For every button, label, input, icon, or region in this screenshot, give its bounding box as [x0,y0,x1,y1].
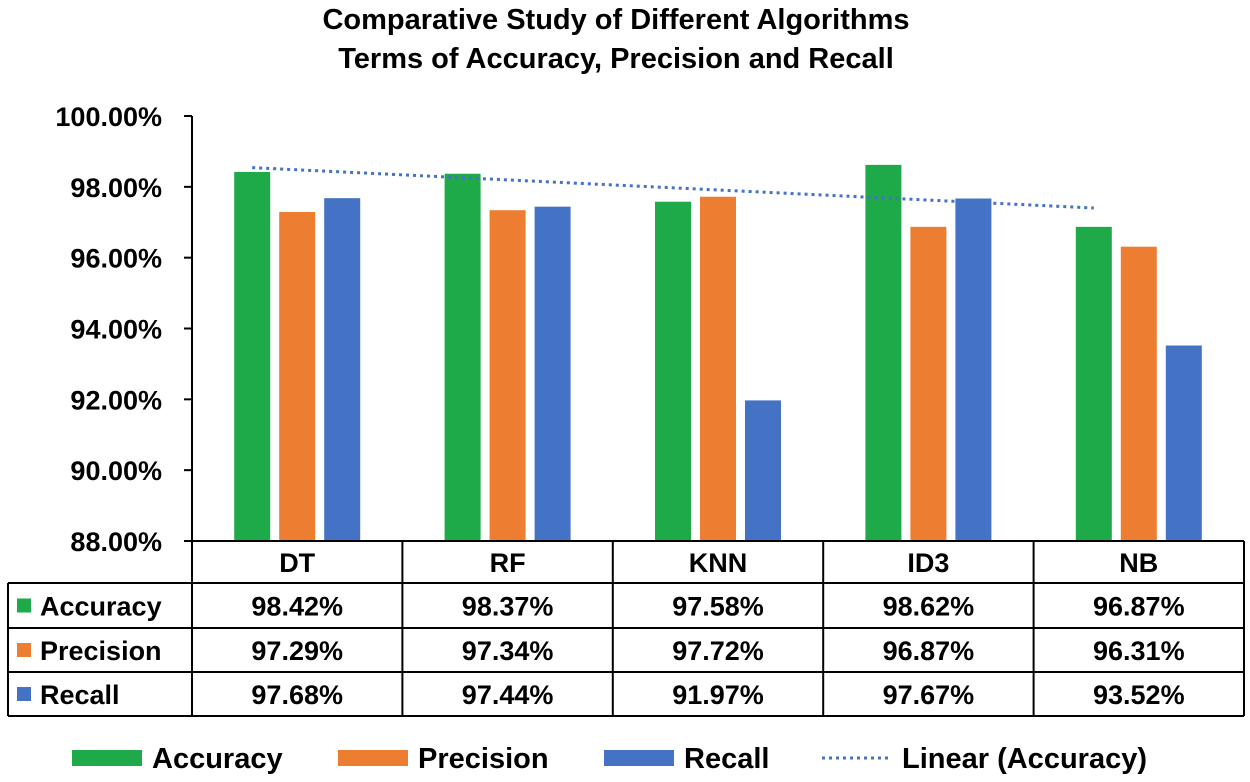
bar-accuracy-knn [655,201,691,542]
bar-precision-id3 [910,226,947,541]
y-tick-label: 94.00% [70,315,162,345]
chart-title-group: Comparative Study of Different Algorithm… [322,4,909,75]
data-label-recall-id3: 97.67% [883,680,975,710]
data-label-recall-rf: 97.44% [462,680,554,710]
bar-recall-knn [745,400,781,541]
table-key-recall [17,687,31,701]
table-row-label-recall: Recall [40,680,120,710]
data-label-precision-knn: 97.72% [672,636,764,666]
trendline-group [252,166,1094,210]
bar-accuracy-id3 [865,164,902,541]
table-row-label-precision: Precision [40,636,162,666]
data-label-accuracy-id3: 98.62% [883,592,975,622]
y-tick-label: 98.00% [70,173,162,203]
table-key-accuracy [17,598,31,613]
chart-title: Comparative Study of Different Algorithm… [322,4,909,36]
y-tick-label: 100.00% [55,102,162,132]
bar-precision-dt [279,211,316,541]
y-axis: 88.00% 90.00% 92.00% 94.00% 96.00% 98.00% 100.… [55,102,193,557]
data-label-precision-id3: 96.87% [883,636,975,666]
table-header-id3: ID3 [907,548,949,578]
y-tick-label: 88.00% [70,527,162,557]
table-row-label-accuracy: Accuracy [40,592,162,622]
data-label-precision-dt: 97.29% [251,636,343,666]
data-label-precision-rf: 97.34% [462,636,554,666]
data-label-recall-nb: 93.52% [1093,680,1185,710]
legend-swatch-accuracy [72,750,142,766]
legend-label-linear-accuracy: Linear (Accuracy) [902,743,1147,775]
chart-subtitle: Terms of Accuracy, Precision and Recall [338,43,894,75]
data-label-recall-knn: 91.97% [672,680,764,710]
data-label-precision-nb: 96.31% [1093,636,1185,666]
bar-recall-id3 [955,198,992,542]
table-header-nb: NB [1119,548,1158,578]
data-label-accuracy-dt: 98.42% [251,592,343,622]
data-label-recall-dt: 97.68% [251,680,343,710]
bar-precision-rf [489,210,526,542]
bar-recall-nb [1165,345,1202,541]
data-label-accuracy-knn: 97.58% [672,592,764,622]
bar-recall-dt [324,198,361,541]
legend-label-accuracy: Accuracy [152,743,283,775]
table-header-rf: RF [490,548,526,578]
legend-swatch-precision [338,750,408,766]
legend-label-recall: Recall [684,743,769,775]
legend-swatch-recall [604,750,674,766]
bar-accuracy-dt [234,171,271,542]
bar-accuracy-rf [444,173,481,541]
y-tick-label: 92.00% [70,385,162,415]
data-label-accuracy-nb: 96.87% [1093,592,1185,622]
y-tick-label: 90.00% [70,456,162,486]
bars [234,164,1202,542]
legend-label-precision: Precision [418,743,549,775]
bar-recall-rf [534,206,571,541]
bar-precision-nb [1120,246,1157,541]
table-key-precision [17,643,31,657]
table-header-knn: KNN [689,548,748,578]
bar-accuracy-nb [1075,226,1112,541]
data-label-accuracy-rf: 98.37% [462,592,554,622]
y-tick-label: 96.00% [70,244,162,274]
legend: Accuracy Precision Recall Linear (Accuracy) [72,743,1147,775]
table-header-dt: DT [279,548,315,578]
bar-precision-knn [700,196,736,541]
trendline-accuracy [252,166,1094,210]
data-table: DT RF KNN ID3 NB Accuracy 98.42% 98.37% 97.58% 98… [7,540,1245,717]
